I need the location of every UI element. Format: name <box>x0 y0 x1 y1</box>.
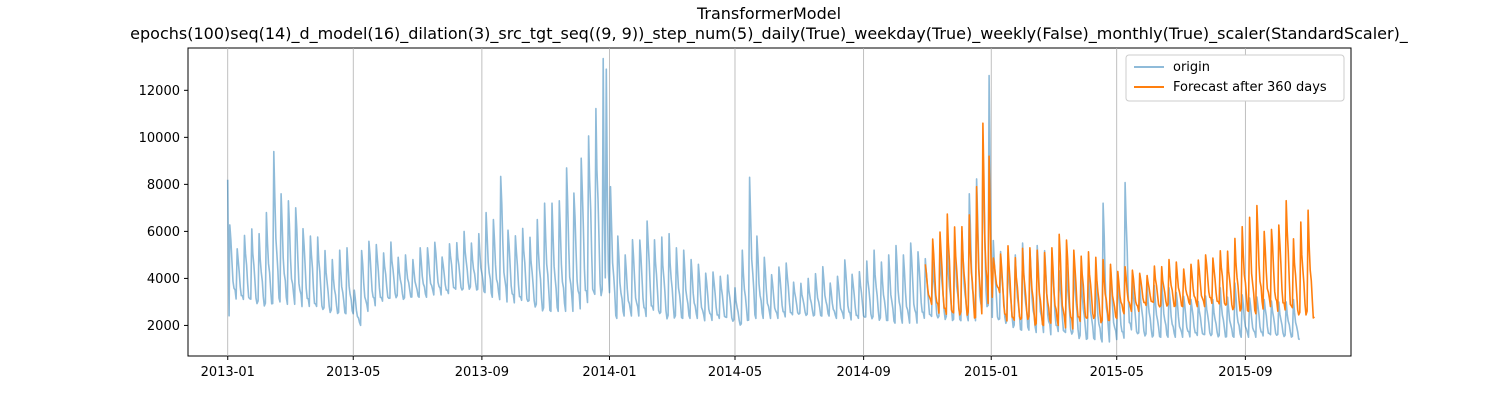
x-tick-label: 2015-05 <box>1090 365 1144 380</box>
x-tick-label: 2013-01 <box>201 365 255 380</box>
chart-subtitle: epochs(100)seq(14)_d_model(16)_dilation(… <box>130 24 1409 44</box>
x-tick-label: 2014-01 <box>582 365 636 380</box>
x-tick-label: 2015-01 <box>964 365 1018 380</box>
legend-label-forecast: Forecast after 360 days <box>1173 80 1327 95</box>
legend-box <box>1125 54 1345 102</box>
x-tick-label: 2015-09 <box>1218 365 1272 380</box>
series-group <box>226 57 1315 343</box>
series-line-forecast <box>924 122 1315 330</box>
legend-label-origin: origin <box>1173 60 1210 75</box>
plot-frame <box>187 47 1352 357</box>
y-tick-label: 6000 <box>147 225 180 240</box>
y-tick-label: 8000 <box>147 178 180 193</box>
series-line-origin <box>226 57 1301 343</box>
y-axis: 2000 4000 6000 8000 10000 12000 <box>139 84 188 334</box>
chart-title: TransformerModel <box>696 4 841 23</box>
y-tick-label: 4000 <box>147 272 180 287</box>
x-tick-label: 2014-09 <box>836 365 890 380</box>
y-tick-label: 12000 <box>139 84 180 99</box>
x-tick-label: 2013-05 <box>326 365 380 380</box>
x-axis: 2013-01 2013-05 2013-09 2014-01 2014-05 2014-… <box>201 356 1273 380</box>
y-tick-label: 10000 <box>139 131 180 146</box>
legend: origin Forecast after 360 days <box>1125 54 1345 102</box>
x-tick-label: 2014-05 <box>708 365 762 380</box>
y-tick-label: 2000 <box>147 319 180 334</box>
x-tick-label: 2013-09 <box>455 365 509 380</box>
